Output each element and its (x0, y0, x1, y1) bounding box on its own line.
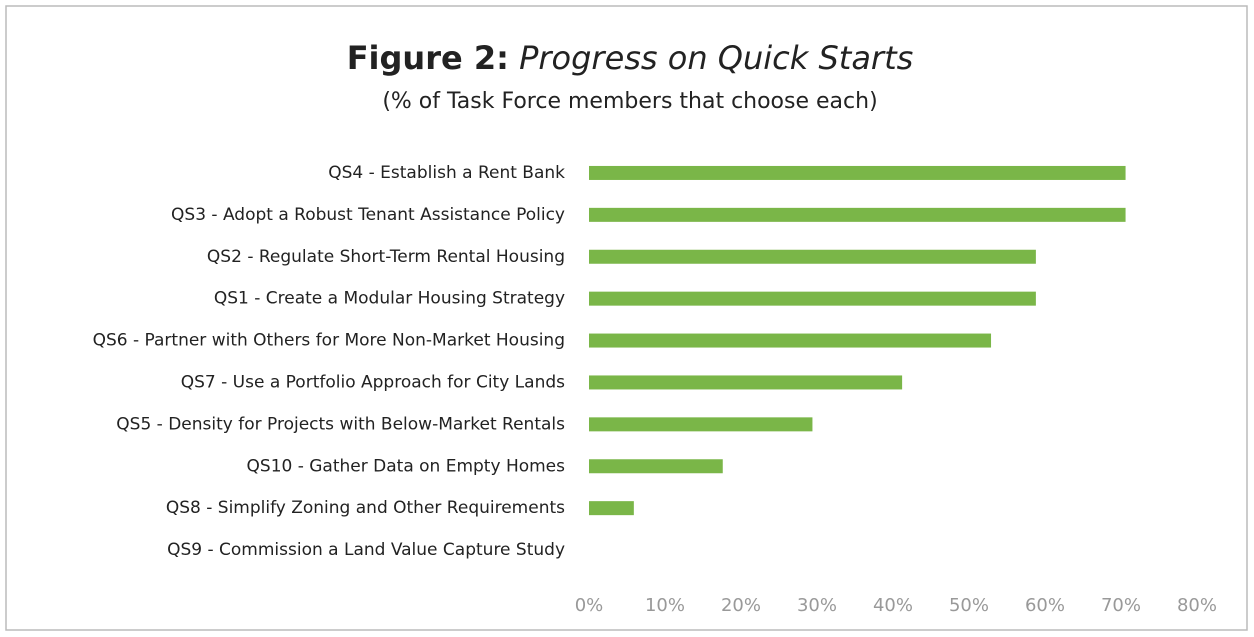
y-tick-label: QS4 - Establish a Rent Bank (328, 163, 565, 183)
x-tick-label: 60% (1025, 595, 1065, 616)
y-tick-label: QS6 - Partner with Others for More Non-M… (93, 331, 565, 351)
y-tick-label: QS1 - Create a Modular Housing Strategy (214, 289, 565, 309)
bar (589, 501, 634, 516)
y-tick-label: QS5 - Density for Projects with Below-Ma… (116, 414, 565, 434)
x-tick-label: 0% (575, 595, 604, 616)
bar (589, 459, 723, 474)
bar (589, 165, 1126, 180)
bar (589, 207, 1126, 222)
bar (589, 333, 992, 348)
title-text: Progress on Quick Starts (519, 39, 913, 77)
bar (589, 375, 903, 390)
y-tick-label: QS2 - Regulate Short-Term Rental Housing (207, 247, 565, 267)
x-tick-label: 80% (1177, 595, 1217, 616)
bar (589, 249, 1036, 264)
x-tick-label: 10% (645, 595, 685, 616)
x-tick-label: 30% (797, 595, 837, 616)
y-tick-label: QS10 - Gather Data on Empty Homes (247, 456, 566, 476)
bar (589, 291, 1036, 306)
y-tick-label: QS9 - Commission a Land Value Capture St… (167, 540, 565, 560)
chart-title: Figure 2: Progress on Quick Starts (347, 39, 914, 77)
x-tick-label: 50% (949, 595, 989, 616)
x-tick-label: 20% (721, 595, 761, 616)
y-tick-label: QS7 - Use a Portfolio Approach for City … (181, 372, 565, 392)
title-prefix: Figure 2: (347, 39, 509, 77)
chart-subtitle: (% of Task Force members that choose eac… (382, 89, 877, 114)
y-tick-label: QS3 - Adopt a Robust Tenant Assistance P… (171, 205, 565, 225)
x-tick-label: 70% (1101, 595, 1141, 616)
x-tick-label: 40% (873, 595, 913, 616)
chart-border (5, 5, 1248, 631)
y-tick-label: QS8 - Simplify Zoning and Other Requirem… (166, 498, 565, 518)
bar (589, 417, 813, 432)
